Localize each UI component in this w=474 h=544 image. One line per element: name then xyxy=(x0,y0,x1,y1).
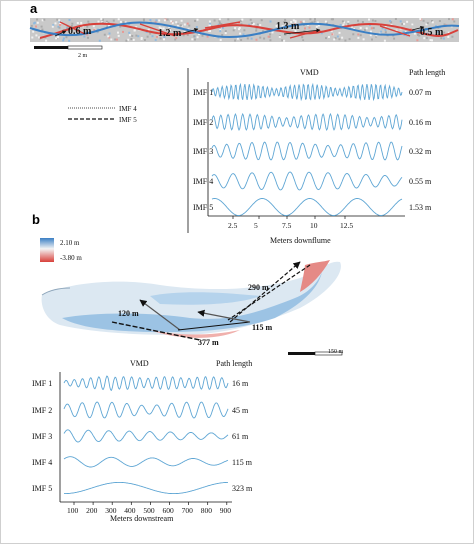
panel-b-x-tick: 200 xyxy=(86,506,98,515)
panel-a-letter: a xyxy=(30,1,38,16)
panel-a-x-tick: 2.5 xyxy=(228,221,238,230)
panel-b-x-label: Meters downstream xyxy=(110,514,174,523)
flume-scale-label: 2 m xyxy=(78,53,88,59)
panel-b-path-length: 45 m xyxy=(232,406,249,415)
panel-b-x-tick: 300 xyxy=(105,506,117,515)
map-label-3: 115 m xyxy=(252,323,273,332)
panel-a-imf-label: IMF 4 xyxy=(193,177,213,186)
panel-a-path-length: 1.53 m xyxy=(409,203,432,212)
map-label-1: 290 m xyxy=(248,283,269,292)
panel-b-imf-label: IMF 4 xyxy=(32,458,52,467)
colorbar-low: -3.80 m xyxy=(60,254,82,262)
panel-b-imf-label: IMF 5 xyxy=(32,484,52,493)
flume-label-2: 1.2 m xyxy=(158,28,182,39)
panel-b-path-length: 115 m xyxy=(232,458,253,467)
panel-b-letter: b xyxy=(32,212,40,227)
legend-imf5: IMF 5 xyxy=(119,116,137,124)
flume-image xyxy=(29,18,460,42)
panel-b-x-tick: 900 xyxy=(220,506,232,515)
map-scale-label: 150 m xyxy=(328,349,344,355)
panel-a-vmd: VMD Path length IMF 1 0.07 m IMF 2 0.16 m IM… xyxy=(187,68,445,245)
panel-a-vmd-title: VMD xyxy=(300,68,319,77)
panel-a-imf-label: IMF 5 xyxy=(193,203,213,212)
panel-a-imf-trace xyxy=(211,141,403,161)
panel-a-x-tick: 12.5 xyxy=(340,221,353,230)
map-paths: 290 m 120 m 115 m 377 m xyxy=(111,261,311,347)
panel-b-vmd: VMD Path length IMF 1 16 m IMF 2 45 m IMF 3 6… xyxy=(32,359,253,523)
flume-label-3: 1.3 m xyxy=(276,21,300,32)
flume-scale-bar: 2 m xyxy=(34,45,103,59)
panel-a-imf-trace xyxy=(211,82,403,102)
panel-a-path-length: 0.07 m xyxy=(409,88,432,97)
panel-b-imf-label: IMF 3 xyxy=(32,432,52,441)
panel-b-vmd-title: VMD xyxy=(130,359,149,368)
panel-a-path-length: 0.16 m xyxy=(409,118,432,127)
panel-b-imf-label: IMF 2 xyxy=(32,406,52,415)
panel-a-imf-label: IMF 1 xyxy=(193,88,213,97)
legend-imf4: IMF 4 xyxy=(119,105,137,113)
panel-b-imf-label: IMF 1 xyxy=(32,379,52,388)
colorbar-high: 2.10 m xyxy=(60,239,80,247)
panel-a-imf-label: IMF 2 xyxy=(193,118,213,127)
panel-b-x-tick: 600 xyxy=(163,506,175,515)
map-label-4: 377 m xyxy=(198,338,219,347)
panel-b-x-tick: 800 xyxy=(201,506,213,515)
panel-a-x-tick: 7.5 xyxy=(282,221,292,230)
panel-a-imf-trace xyxy=(211,112,403,132)
map-scale-bar: 150 m xyxy=(288,349,344,356)
panel-b-x-tick: 400 xyxy=(124,506,136,515)
panel-b-path-header: Path length xyxy=(216,359,252,368)
panel-b-path-length: 16 m xyxy=(232,379,249,388)
panel-b-x-tick: 700 xyxy=(182,506,194,515)
panel-a-path-header: Path length xyxy=(409,68,445,77)
panel-b-imf-trace xyxy=(63,429,229,443)
flume-label-4: 0.5 m xyxy=(420,27,444,38)
panel-b-imf-trace xyxy=(63,456,229,468)
panel-a-legend: IMF 4 IMF 5 xyxy=(68,105,137,124)
panel-a-imf-trace xyxy=(211,198,403,216)
river-map xyxy=(41,260,341,338)
colorbar: 2.10 m -3.80 m xyxy=(40,238,82,262)
panel-a-imf-label: IMF 3 xyxy=(193,147,213,156)
map-label-2: 120 m xyxy=(118,309,139,318)
panel-a-imf-trace xyxy=(211,171,403,191)
flume-label-1: 0.6 m xyxy=(68,26,92,37)
panel-b-imf-trace xyxy=(64,481,228,495)
panel-b-imf-trace xyxy=(63,375,229,392)
panel-a-x-tick: 10 xyxy=(310,221,318,230)
panel-a-x-tick: 5 xyxy=(254,221,258,230)
panel-b-path-length: 323 m xyxy=(232,484,253,493)
panel-a-path-length: 0.32 m xyxy=(409,147,432,156)
panel-b-path-length: 61 m xyxy=(232,432,249,441)
panel-a-x-label: Meters downflume xyxy=(270,236,331,245)
panel-b-imf-trace xyxy=(63,401,229,419)
panel-b-x-tick: 100 xyxy=(67,506,79,515)
panel-a-path-length: 0.55 m xyxy=(409,177,432,186)
flume-path-labels: 0.6 m 1.2 m 1.3 m 0.5 m xyxy=(54,21,444,39)
panel-b-x-tick: 500 xyxy=(143,506,155,515)
